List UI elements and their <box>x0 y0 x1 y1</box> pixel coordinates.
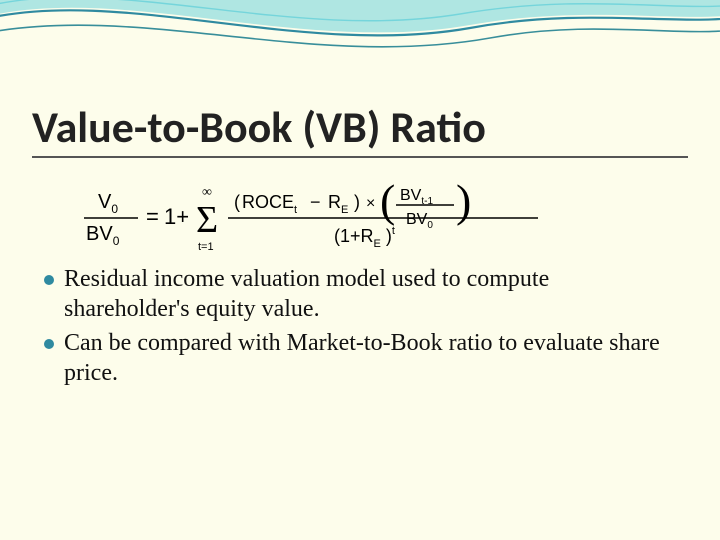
paren-den: BV0 <box>406 211 433 231</box>
slide-title: Value-to-Book (VB) Ratio <box>32 104 688 156</box>
list-item: Residual income valuation model used to … <box>44 264 676 324</box>
sigma-upper: ∞ <box>202 185 212 200</box>
title-block: Value-to-Book (VB) Ratio <box>32 104 688 158</box>
times: × <box>366 195 375 212</box>
den: (1+RE )t <box>334 225 395 250</box>
bullet-dot-icon <box>44 275 54 285</box>
big-close-paren: ) <box>456 178 471 226</box>
bullet-dot-icon <box>44 339 54 349</box>
num-close-paren: ) <box>354 192 360 212</box>
minus: − <box>310 192 321 212</box>
lhs-num: V0 <box>98 191 118 216</box>
big-open-paren: ( <box>380 178 395 226</box>
num-open-paren: ( <box>234 192 240 212</box>
title-underline <box>32 156 688 158</box>
bullet-text: Can be compared with Market-to-Book rati… <box>64 328 676 388</box>
equals: = <box>146 204 159 229</box>
list-item: Can be compared with Market-to-Book rati… <box>44 328 676 388</box>
lhs-den: BV0 <box>86 223 120 248</box>
one-plus: 1+ <box>164 204 189 229</box>
decorative-wave <box>0 0 720 90</box>
sigma-lower: t=1 <box>198 241 214 253</box>
bullet-text: Residual income valuation model used to … <box>64 264 676 324</box>
sigma: Σ <box>196 199 218 241</box>
vb-ratio-formula: V0 BV0 = 1+ Σ t=1 ∞ ( ROCEt − RE ) × ( B… <box>78 178 548 263</box>
num-roce: ROCEt <box>242 192 297 216</box>
paren-num: BVt-1 <box>400 187 433 207</box>
num-re: RE <box>328 192 348 216</box>
bullet-list: Residual income valuation model used to … <box>44 264 676 392</box>
